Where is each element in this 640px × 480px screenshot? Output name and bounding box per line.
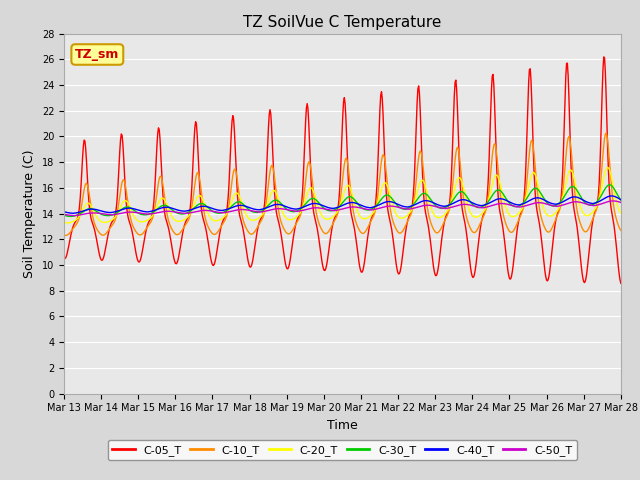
C-40_T [70, 210, 77, 216]
C-10_T [128, 221, 136, 227]
C-20_T [214, 217, 222, 223]
C-05_T [184, 215, 192, 220]
Line: C-50_T: C-50_T [64, 201, 621, 216]
C-30_T [411, 200, 419, 206]
C-30_T [67, 214, 75, 219]
C-20_T [185, 213, 193, 219]
C-05_T [600, 54, 607, 60]
C-05_T [617, 280, 625, 286]
C-50_T [609, 198, 617, 204]
C-20_T [428, 205, 435, 211]
Line: C-10_T: C-10_T [64, 133, 621, 235]
C-10_T [60, 232, 68, 238]
C-50_T [617, 200, 625, 205]
C-30_T [617, 197, 625, 203]
C-40_T [71, 210, 79, 216]
C-30_T [71, 213, 79, 219]
C-20_T [604, 165, 611, 170]
C-30_T [185, 209, 193, 215]
C-50_T [214, 209, 222, 215]
C-50_T [411, 205, 419, 211]
C-20_T [71, 218, 79, 224]
C-05_T [70, 221, 78, 227]
C-40_T [617, 197, 625, 203]
C-40_T [428, 199, 435, 204]
C-10_T [185, 216, 193, 222]
C-20_T [411, 198, 419, 204]
C-30_T [60, 212, 68, 218]
C-10_T [617, 228, 625, 233]
C-50_T [128, 209, 136, 215]
C-50_T [428, 203, 435, 208]
Y-axis label: Soil Temperature (C): Soil Temperature (C) [23, 149, 36, 278]
C-10_T [71, 224, 79, 229]
C-20_T [60, 219, 68, 225]
C-40_T [607, 193, 615, 199]
C-40_T [185, 207, 193, 213]
C-20_T [128, 209, 136, 215]
C-40_T [128, 205, 136, 211]
C-50_T [71, 213, 79, 218]
Legend: C-05_T, C-10_T, C-20_T, C-30_T, C-40_T, C-50_T: C-05_T, C-10_T, C-20_T, C-30_T, C-40_T, … [108, 440, 577, 460]
C-10_T [602, 130, 610, 136]
C-20_T [63, 220, 71, 226]
C-50_T [185, 210, 193, 216]
C-30_T [214, 210, 222, 216]
C-40_T [214, 207, 222, 213]
Line: C-30_T: C-30_T [64, 185, 621, 216]
C-05_T [426, 237, 434, 243]
C-50_T [60, 212, 68, 217]
Line: C-05_T: C-05_T [64, 57, 621, 283]
C-30_T [606, 182, 614, 188]
C-05_T [410, 180, 418, 186]
C-10_T [411, 191, 419, 197]
Line: C-20_T: C-20_T [64, 168, 621, 223]
C-10_T [61, 232, 69, 238]
C-20_T [617, 210, 625, 216]
C-10_T [214, 228, 222, 234]
C-40_T [411, 202, 419, 208]
C-30_T [428, 197, 435, 203]
C-05_T [214, 246, 221, 252]
C-40_T [60, 209, 68, 215]
C-05_T [127, 226, 135, 231]
C-30_T [128, 206, 136, 212]
C-50_T [70, 213, 78, 218]
Text: TZ_sm: TZ_sm [75, 48, 120, 61]
Line: C-40_T: C-40_T [64, 196, 621, 213]
C-10_T [428, 221, 435, 227]
C-05_T [60, 255, 68, 261]
X-axis label: Time: Time [327, 419, 358, 432]
Title: TZ SoilVue C Temperature: TZ SoilVue C Temperature [243, 15, 442, 30]
